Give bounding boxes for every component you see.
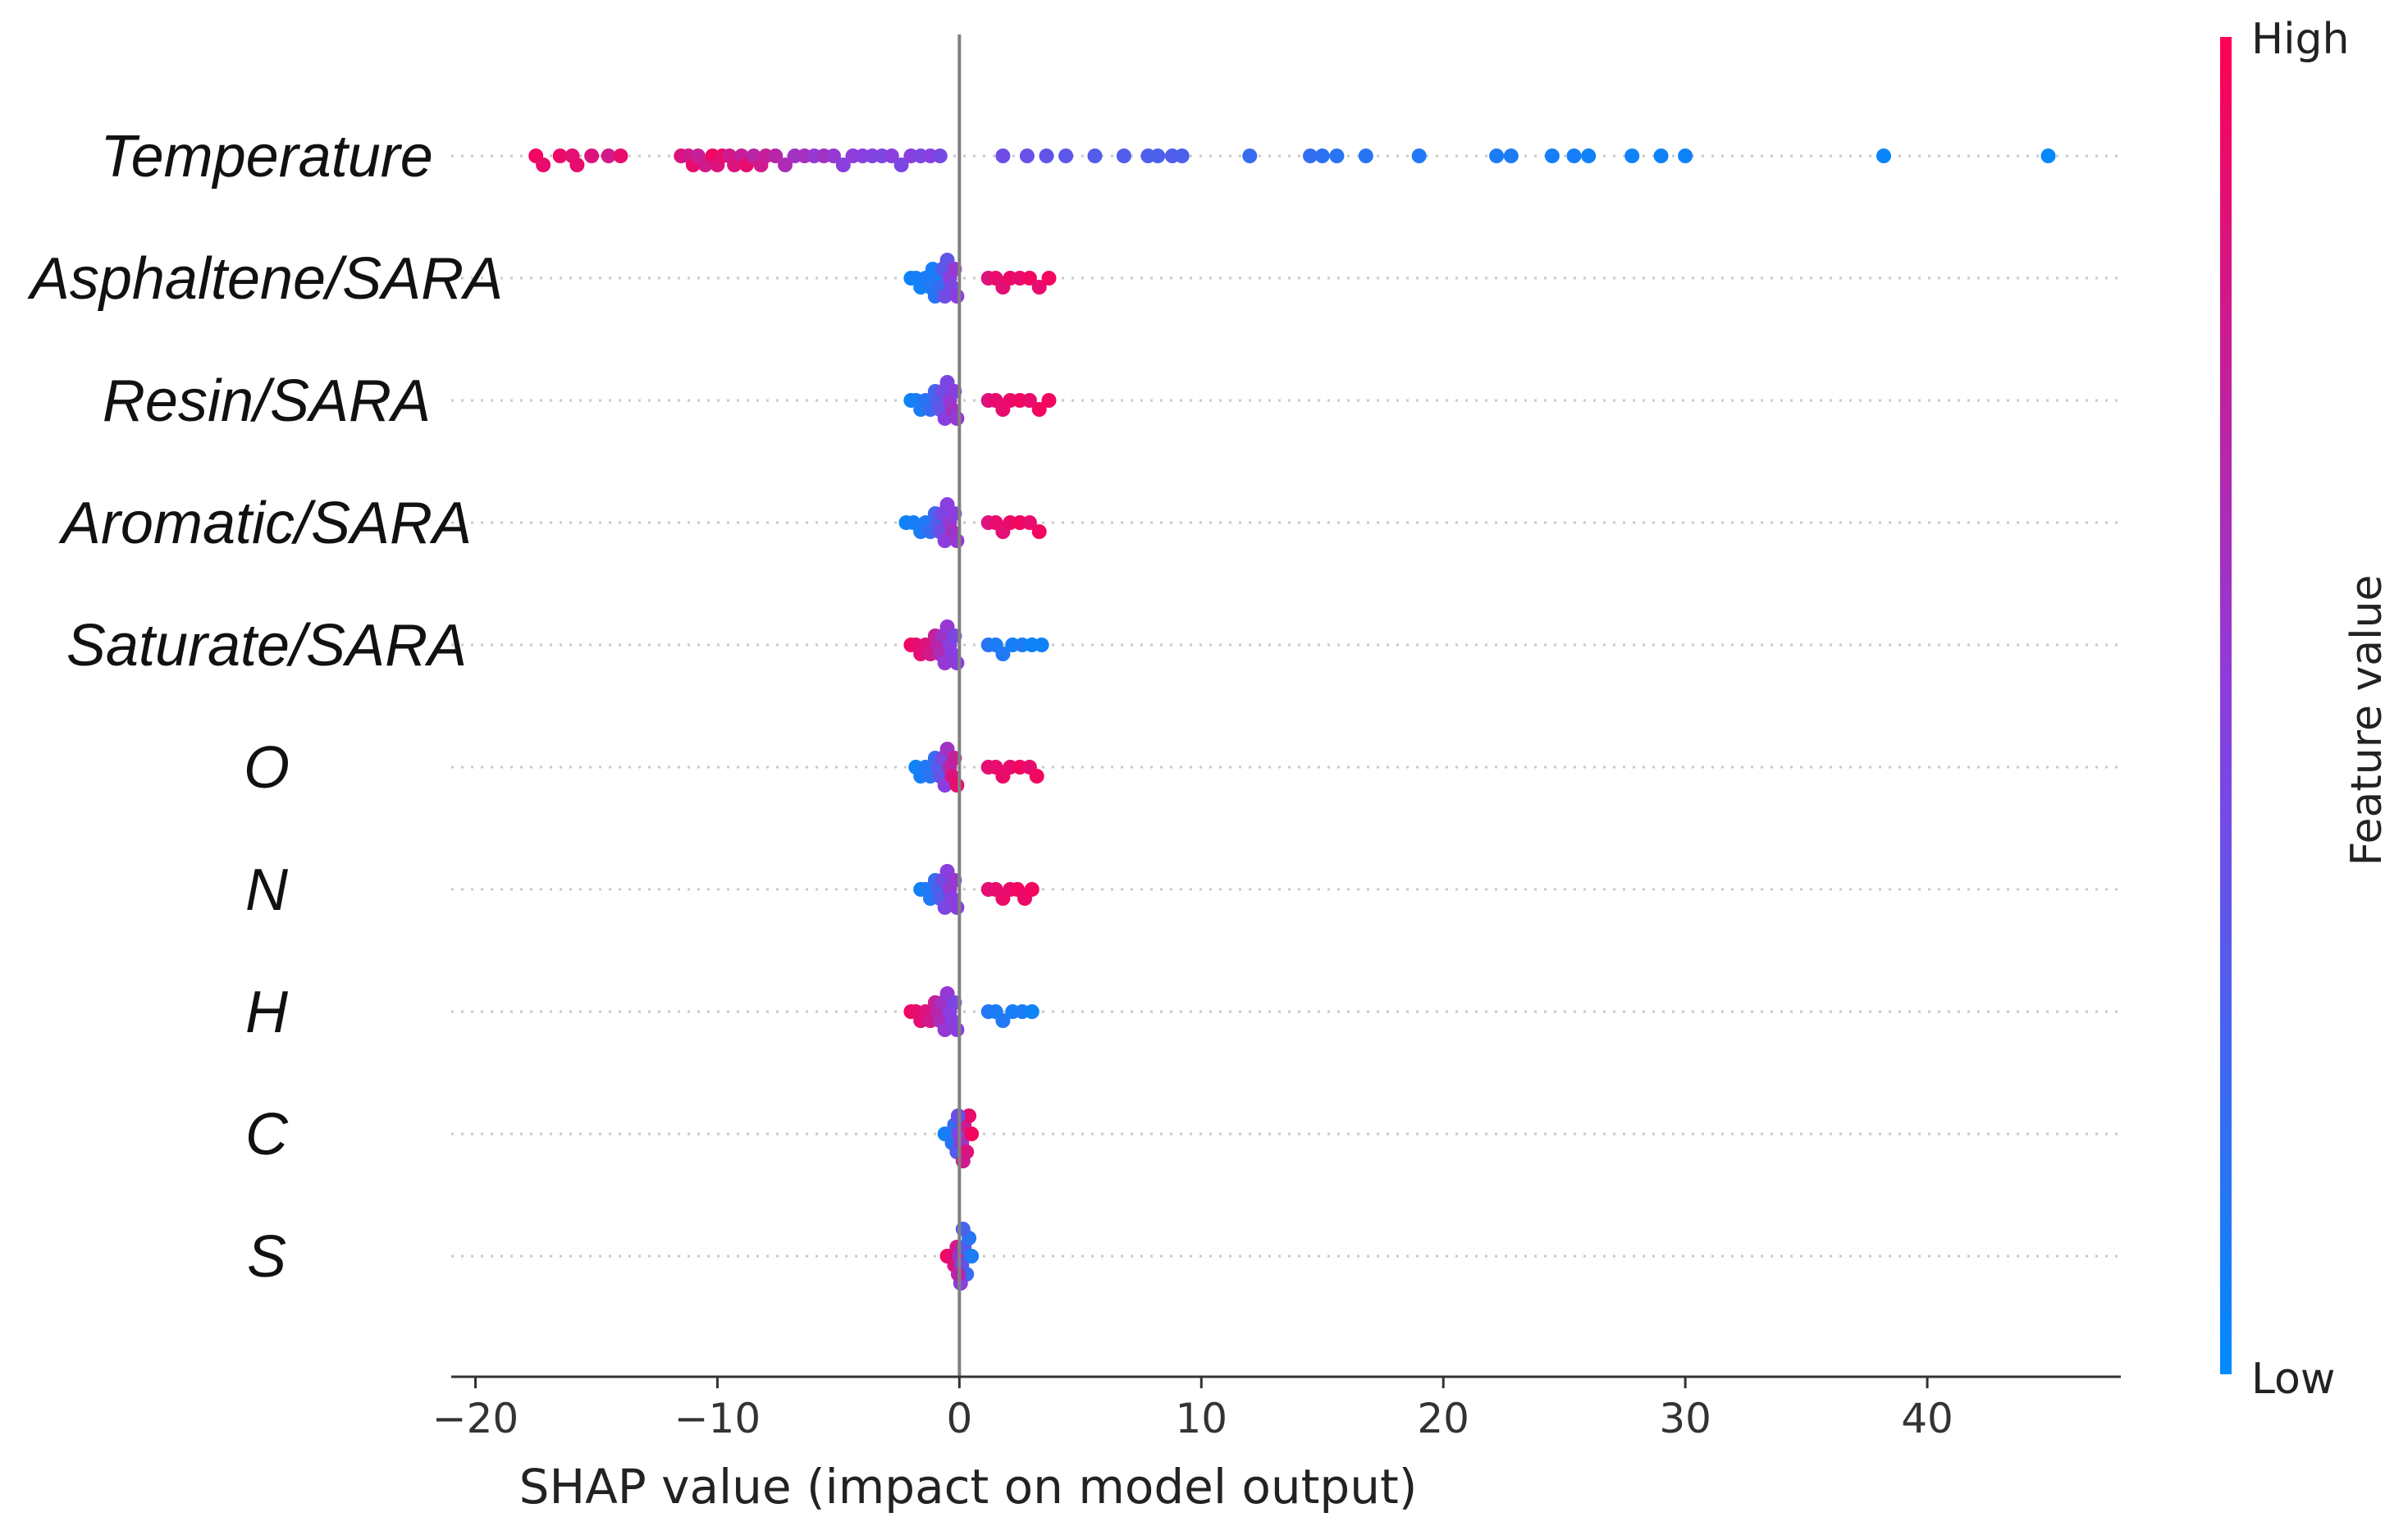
feature-label: O bbox=[244, 735, 290, 801]
shap-point bbox=[884, 149, 899, 163]
shap-point bbox=[552, 149, 568, 163]
shap-point bbox=[1031, 280, 1047, 295]
shap-point bbox=[1329, 149, 1345, 163]
feature-label: Saturate/SARA bbox=[66, 613, 467, 679]
shap-point bbox=[949, 656, 965, 670]
feature-label: Temperature bbox=[100, 124, 433, 190]
feature-label: H bbox=[245, 980, 289, 1045]
shap-point bbox=[893, 158, 909, 172]
shap-point bbox=[1031, 524, 1047, 539]
shap-point bbox=[1489, 149, 1505, 163]
shap-point bbox=[964, 1249, 980, 1264]
colorbar-low-label: Low bbox=[2251, 1355, 2335, 1404]
shap-point bbox=[949, 778, 965, 793]
shap-point bbox=[1019, 149, 1035, 163]
shap-point bbox=[1624, 149, 1640, 163]
shap-point bbox=[1544, 149, 1560, 163]
shap-point bbox=[1024, 882, 1040, 897]
shap-point bbox=[1876, 149, 1891, 163]
shap-point bbox=[1041, 393, 1057, 408]
shap-point bbox=[995, 149, 1011, 163]
x-tick-label: 30 bbox=[1659, 1395, 1711, 1442]
x-tick-label: 40 bbox=[1901, 1395, 1953, 1442]
shap-point bbox=[1653, 149, 1669, 163]
shap-point bbox=[1581, 149, 1597, 163]
shap-point bbox=[949, 900, 965, 915]
shap-point bbox=[1021, 271, 1037, 286]
shap-point bbox=[1024, 1004, 1040, 1019]
shap-point bbox=[1087, 149, 1103, 163]
feature-label: S bbox=[247, 1224, 286, 1290]
shap-point bbox=[584, 149, 600, 163]
shap-point bbox=[1503, 149, 1519, 163]
shap-point bbox=[1314, 149, 1330, 163]
shap-point bbox=[601, 149, 616, 163]
shap-point bbox=[962, 1108, 977, 1123]
colorbar: High Low Feature value bbox=[2220, 15, 2392, 1404]
feature-rows: Temperature Asphaltene/SARA Resin/SARA Arom… bbox=[27, 124, 2121, 1290]
feature-label: N bbox=[245, 857, 289, 923]
shap-point bbox=[1058, 149, 1074, 163]
shap-point bbox=[1566, 149, 1582, 163]
shap-point bbox=[778, 158, 793, 172]
shap-point bbox=[569, 158, 585, 172]
feature-label: Aromatic/SARA bbox=[58, 491, 472, 556]
x-tick-label: 0 bbox=[946, 1395, 972, 1442]
shap-point bbox=[1242, 149, 1258, 163]
feature-label: Resin/SARA bbox=[103, 368, 431, 434]
x-tick-label: 10 bbox=[1175, 1395, 1227, 1442]
shap-point bbox=[768, 149, 784, 163]
shap-point bbox=[1031, 402, 1047, 417]
shap-points bbox=[528, 149, 2056, 1291]
shap-point bbox=[835, 158, 851, 172]
shap-point bbox=[1303, 149, 1318, 163]
shap-point bbox=[1150, 149, 1166, 163]
shap-point bbox=[1021, 393, 1037, 408]
shap-point bbox=[826, 149, 841, 163]
shap-point bbox=[1039, 149, 1054, 163]
x-axis-title: SHAP value (impact on model output) bbox=[519, 1459, 1418, 1515]
shap-point bbox=[1041, 271, 1057, 286]
shap-point bbox=[1678, 149, 1693, 163]
colorbar-gradient bbox=[2220, 37, 2232, 1374]
x-tick-label: 20 bbox=[1417, 1395, 1469, 1442]
shap-point bbox=[1034, 638, 1049, 652]
x-tick-label: −20 bbox=[432, 1395, 519, 1442]
shap-point bbox=[1021, 515, 1037, 530]
shap-point bbox=[949, 289, 965, 304]
shap-point bbox=[1358, 149, 1373, 163]
feature-label: C bbox=[245, 1102, 289, 1168]
colorbar-title: Feature value bbox=[2342, 574, 2392, 866]
shap-point bbox=[949, 411, 965, 426]
shap-point bbox=[1116, 149, 1131, 163]
shap-point bbox=[1174, 149, 1190, 163]
shap-point bbox=[2040, 149, 2056, 163]
shap-point bbox=[613, 149, 628, 163]
shap-point bbox=[995, 1013, 1011, 1028]
x-axis: −20 −10 0 10 20 30 40 bbox=[432, 1375, 2121, 1442]
feature-label: Asphaltene/SARA bbox=[27, 246, 503, 312]
shap-point bbox=[949, 1022, 965, 1037]
colorbar-high-label: High bbox=[2251, 15, 2350, 64]
shap-point bbox=[932, 149, 948, 163]
shap-point bbox=[1411, 149, 1427, 163]
shap-point bbox=[536, 158, 551, 172]
shap-point bbox=[949, 533, 965, 548]
shap-point bbox=[964, 1127, 980, 1141]
shap-point bbox=[995, 647, 1011, 661]
x-tick-label: −10 bbox=[674, 1395, 761, 1442]
shap-point bbox=[1029, 769, 1044, 784]
